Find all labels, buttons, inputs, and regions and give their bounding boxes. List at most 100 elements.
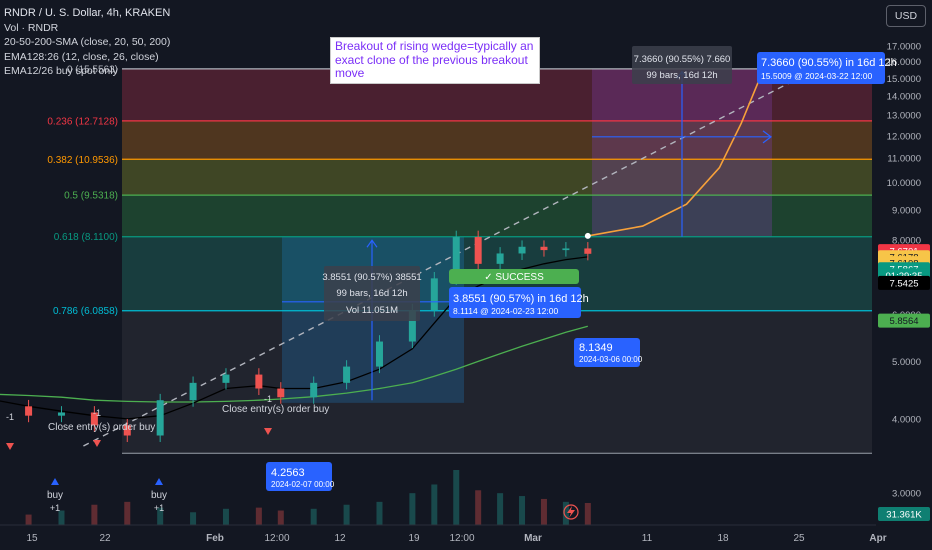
- price-tick-label: 16.0000: [887, 57, 921, 68]
- fib-zone: [122, 310, 872, 454]
- price-tick-label: 11.0000: [887, 154, 921, 165]
- candle-body: [222, 374, 230, 383]
- indicator-sma[interactable]: 20-50-200-SMA (close, 20, 50, 200): [4, 36, 171, 48]
- fib-label: 0.786 (6.0858): [53, 306, 118, 317]
- fib-zone: [122, 195, 872, 237]
- candle-body: [343, 366, 351, 383]
- wedge-trendline: [83, 67, 819, 447]
- volume-bar: [255, 507, 262, 525]
- volume-bar: [91, 504, 98, 525]
- minus-one-label: -1: [93, 408, 101, 418]
- price-tick-label: 15.0000: [887, 74, 921, 85]
- blue-label-line: 4.2563: [271, 467, 305, 479]
- minus-one-label: -1: [6, 412, 14, 422]
- candle-body: [25, 406, 33, 416]
- time-tick-label: 25: [793, 533, 805, 544]
- time-tick-label: 15: [26, 533, 38, 544]
- price-tick-label: 5.0000: [892, 357, 921, 368]
- measure-info-line: 3.8551 (90.57%) 38551: [322, 272, 421, 283]
- volume-bar: [376, 501, 383, 525]
- annotation-callout[interactable]: Breakout of rising wedge=typically an ex…: [330, 37, 540, 84]
- indicator-ema-cross[interactable]: EMA128:26 (12, close, 26, close): [4, 50, 159, 63]
- time-tick-label: 12:00: [264, 533, 289, 544]
- sell-marker: [264, 428, 272, 435]
- measure-info-box: [324, 266, 420, 321]
- blue-label-line: 3.8551 (90.57%) in 16d 12h: [453, 293, 589, 305]
- candle-body: [310, 382, 318, 398]
- measure-arrowhead: [762, 130, 772, 144]
- candle-body: [474, 237, 482, 264]
- blue-label-line: 2024-02-07 00:00: [271, 480, 335, 489]
- measure-info-box: [632, 46, 732, 84]
- volume-tag: [878, 507, 930, 521]
- volume-bar: [190, 512, 197, 525]
- sell-marker: [6, 443, 14, 450]
- lightning-icon: [563, 504, 579, 520]
- candle-body: [540, 246, 548, 251]
- time-tick-label: 18: [717, 533, 729, 544]
- candle-body: [375, 341, 383, 367]
- success-badge: ✓ SUCCESS: [484, 272, 544, 283]
- indicator-ema-buy[interactable]: EMA12/26 buy spot only: [4, 65, 118, 77]
- symbol-title[interactable]: RNDR / U. S. Dollar, 4h, KRAKEN: [4, 7, 171, 19]
- measure-info-line: 99 bars, 16d 12h: [336, 288, 407, 299]
- volume-bar: [519, 496, 526, 525]
- candle-body: [189, 382, 197, 401]
- candle-body: [57, 412, 65, 416]
- measure-arrowhead: [366, 239, 378, 248]
- time-tick-label: 11: [642, 533, 653, 544]
- candle-body: [430, 278, 438, 311]
- time-tick-label: Apr: [869, 533, 886, 544]
- time-tick-label: 12: [334, 533, 346, 544]
- candle-body: [277, 388, 285, 398]
- price-tick-label: 9.0000: [892, 205, 921, 216]
- volume-bar: [25, 514, 32, 525]
- candle-body: [255, 374, 263, 389]
- price-tag-label: 7.5425: [889, 278, 918, 289]
- blue-label-line: 7.3660 (90.55%) in 16d 12h: [761, 57, 897, 69]
- volume-bar: [58, 510, 65, 525]
- blue-label-box: [574, 338, 640, 367]
- close-order-label: Close entry(s) order buy: [48, 422, 155, 433]
- time-tick-label: 22: [99, 533, 111, 544]
- indicator-volume[interactable]: Vol · RNDR: [4, 21, 59, 34]
- plus-one-label: +1: [50, 503, 60, 513]
- minus-one-label: -1: [264, 394, 272, 404]
- price-tag-label: 5.8564: [889, 316, 918, 327]
- volume-bar: [497, 493, 504, 525]
- fib-label: 0.236 (12.7128): [47, 116, 118, 127]
- candle-body: [562, 248, 570, 251]
- candle-body: [452, 237, 460, 279]
- price-tick-label: 17.0000: [887, 42, 921, 53]
- projection-curve: [587, 69, 765, 237]
- price-tag: [878, 313, 930, 328]
- candle-body: [408, 310, 416, 342]
- fib-zone: [122, 159, 872, 196]
- volume-bar: [222, 508, 229, 525]
- fib-zone: [122, 120, 872, 160]
- sma-200-line: [0, 325, 588, 403]
- price-tick-label: 14.0000: [887, 92, 921, 103]
- candle-body: [156, 400, 164, 436]
- candle-body: [123, 425, 131, 436]
- fib-label: 0.382 (10.9536): [47, 155, 118, 166]
- projection-start-dot: [584, 232, 591, 239]
- measure-info-line: Vol 11.051M: [346, 305, 398, 316]
- currency-button[interactable]: USD: [886, 5, 926, 27]
- candle-body: [584, 248, 592, 254]
- price-tick-label: 3.0000: [892, 489, 921, 500]
- buy-marker: [155, 478, 163, 485]
- time-tick-label: Mar: [524, 533, 542, 544]
- time-tick-label: 12:00: [449, 533, 474, 544]
- measure-info-line: 99 bars, 16d 12h: [646, 70, 717, 81]
- blue-label-box: [449, 287, 581, 318]
- volume-bar: [157, 507, 164, 525]
- blue-label-line: 8.1114 @ 2024-02-23 12:00: [453, 306, 558, 316]
- volume-bar: [431, 484, 438, 525]
- volume-bar: [409, 493, 416, 525]
- lightning-icon-glyph: [567, 506, 575, 518]
- volume-bar: [453, 470, 460, 525]
- price-tag: [878, 275, 930, 290]
- fib-label: 0 (15.5563): [67, 64, 118, 75]
